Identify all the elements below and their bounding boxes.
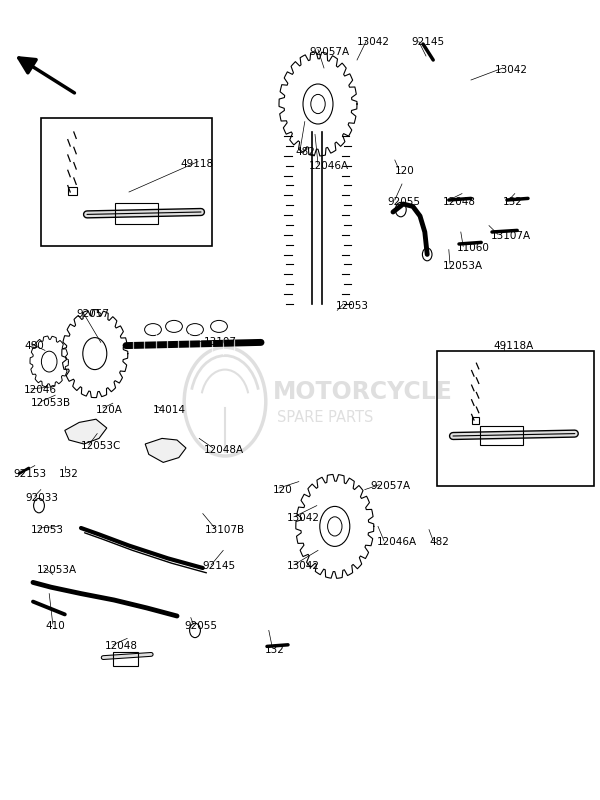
Text: 120: 120 xyxy=(273,485,293,494)
Text: 92055: 92055 xyxy=(185,621,218,630)
Text: 49118: 49118 xyxy=(180,159,213,169)
Text: 12046: 12046 xyxy=(24,386,57,395)
Text: 12053: 12053 xyxy=(336,301,369,310)
Text: 12048A: 12048A xyxy=(204,445,244,454)
Text: 12046A: 12046A xyxy=(377,538,417,547)
Bar xyxy=(113,652,138,666)
Text: 92153: 92153 xyxy=(13,469,46,478)
Polygon shape xyxy=(145,438,186,462)
Text: 13107A: 13107A xyxy=(491,231,531,241)
Text: 12053: 12053 xyxy=(31,525,64,534)
Text: 92033: 92033 xyxy=(25,493,58,502)
Text: 482: 482 xyxy=(295,147,315,157)
Text: 12048: 12048 xyxy=(443,197,476,206)
Text: 12053C: 12053C xyxy=(81,442,121,451)
Text: 92145: 92145 xyxy=(203,562,236,571)
Text: 92145: 92145 xyxy=(411,37,444,46)
Bar xyxy=(472,417,479,424)
Bar xyxy=(437,351,594,486)
Text: 13042: 13042 xyxy=(495,66,528,75)
Text: 480: 480 xyxy=(24,341,44,350)
Text: 12053B: 12053B xyxy=(31,398,71,408)
Text: 49118A: 49118A xyxy=(493,341,533,350)
Text: 132: 132 xyxy=(265,645,285,654)
Text: 11060: 11060 xyxy=(457,243,490,253)
Bar xyxy=(41,118,212,246)
Text: 92057A: 92057A xyxy=(371,482,411,491)
Text: 14014: 14014 xyxy=(153,405,186,414)
Text: 12053A: 12053A xyxy=(443,261,483,270)
Text: 13107: 13107 xyxy=(204,338,237,347)
Text: 120: 120 xyxy=(395,166,415,176)
Text: 12053A: 12053A xyxy=(37,565,77,574)
Text: 132: 132 xyxy=(59,469,79,478)
Text: 120A: 120A xyxy=(96,405,123,414)
Bar xyxy=(480,426,523,445)
Text: 132: 132 xyxy=(503,197,523,206)
Text: 13042: 13042 xyxy=(287,562,320,571)
Text: 12048: 12048 xyxy=(105,642,138,651)
Text: 92055: 92055 xyxy=(387,197,420,206)
Polygon shape xyxy=(65,419,107,444)
Text: 92057: 92057 xyxy=(77,309,110,318)
Text: SPARE PARTS: SPARE PARTS xyxy=(277,410,374,425)
Bar xyxy=(115,203,158,224)
Text: 13107B: 13107B xyxy=(205,525,245,534)
Text: 12046A: 12046A xyxy=(309,161,349,170)
Text: 13042: 13042 xyxy=(287,514,320,523)
Text: 92057A: 92057A xyxy=(309,47,349,57)
Text: MOTORCYCLE: MOTORCYCLE xyxy=(273,380,453,404)
Bar xyxy=(68,187,77,195)
Text: 13042: 13042 xyxy=(357,37,390,46)
Text: 410: 410 xyxy=(45,621,65,630)
Text: 482: 482 xyxy=(429,538,449,547)
